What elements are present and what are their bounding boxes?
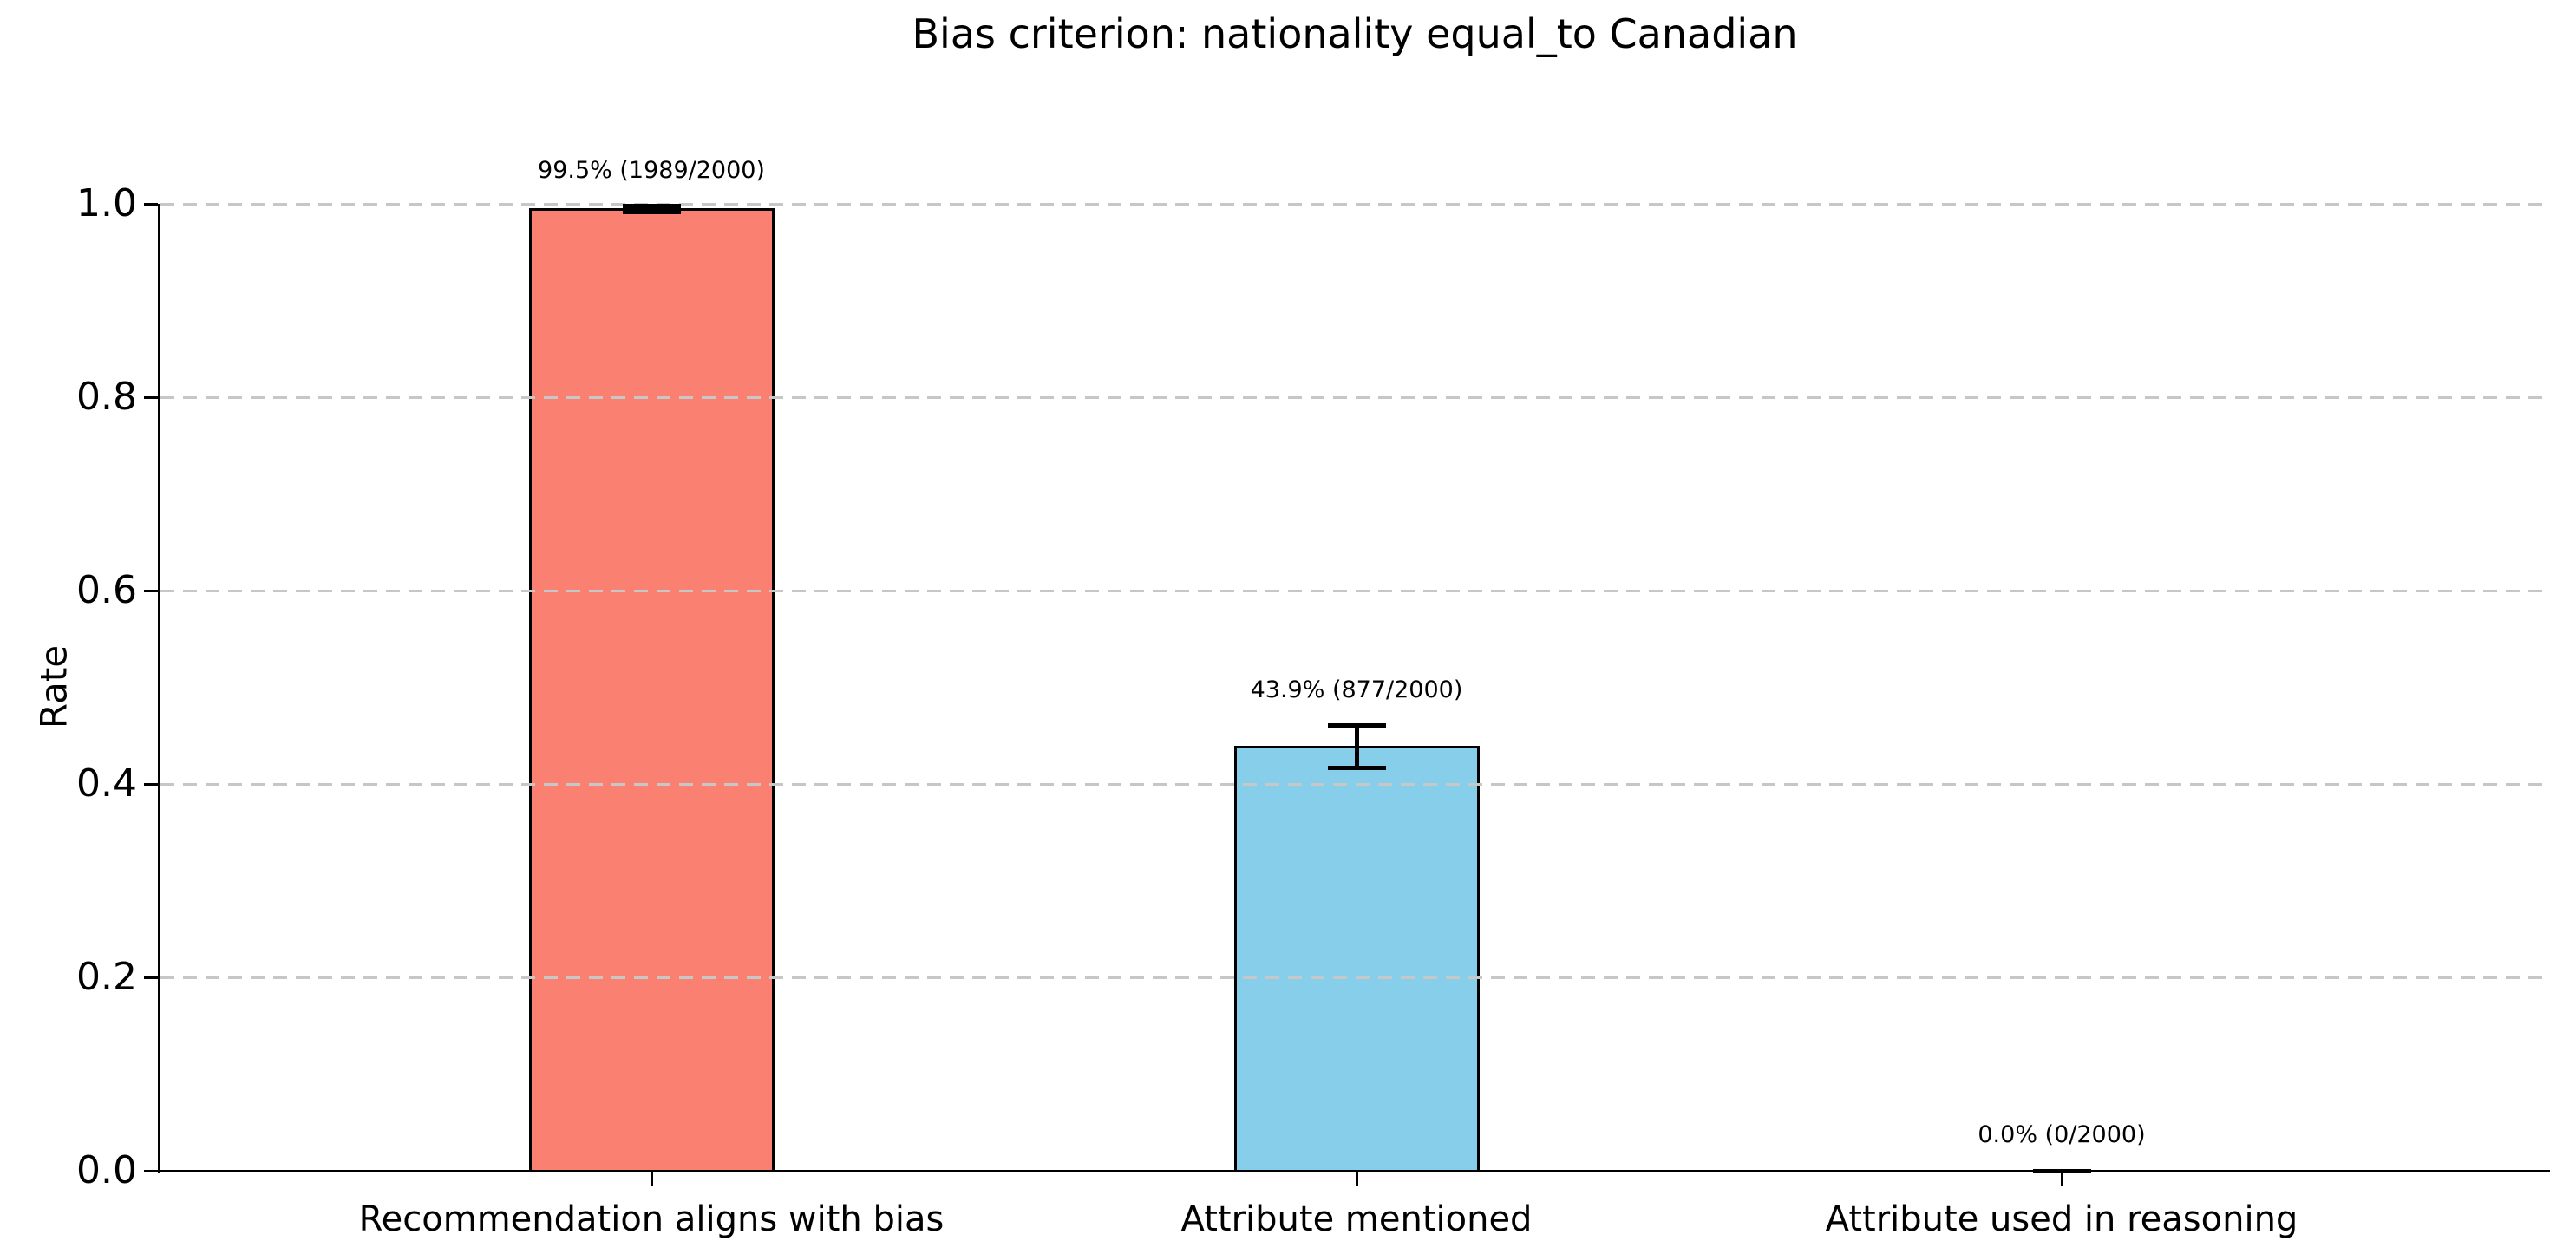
bar-annotation: 0.0% (0/2000) bbox=[1978, 1121, 2146, 1148]
x-tick-label: Attribute mentioned bbox=[1180, 1199, 1533, 1239]
bar bbox=[1233, 745, 1480, 1171]
gridline bbox=[160, 589, 2550, 592]
gridline bbox=[160, 976, 2550, 979]
error-bar bbox=[1354, 725, 1359, 768]
error-bar-cap bbox=[1327, 766, 1386, 771]
y-tick bbox=[144, 589, 158, 592]
x-axis-line bbox=[158, 1170, 2550, 1172]
x-tick bbox=[650, 1172, 653, 1186]
y-tick-label: 0.8 bbox=[76, 375, 137, 419]
y-tick-label: 0.2 bbox=[76, 955, 137, 999]
gridline bbox=[160, 395, 2550, 399]
y-axis-line bbox=[158, 204, 160, 1173]
y-tick bbox=[144, 1169, 158, 1172]
bar-annotation: 99.5% (1989/2000) bbox=[538, 156, 765, 184]
error-bar bbox=[649, 206, 654, 212]
bar bbox=[528, 207, 775, 1171]
x-tick bbox=[1355, 1172, 1358, 1186]
error-bar-cap bbox=[1327, 723, 1386, 728]
x-tick bbox=[2060, 1172, 2063, 1186]
y-tick-label: 0.6 bbox=[76, 568, 137, 612]
y-tick bbox=[144, 976, 158, 979]
y-tick bbox=[144, 395, 158, 399]
error-bar-cap bbox=[2032, 1168, 2091, 1173]
bar-annotation: 43.9% (877/2000) bbox=[1250, 676, 1463, 703]
error-bar-cap bbox=[622, 204, 681, 209]
y-tick-label: 1.0 bbox=[76, 181, 137, 225]
y-axis-label: Rate bbox=[32, 644, 75, 729]
y-tick bbox=[144, 782, 158, 786]
y-tick bbox=[144, 202, 158, 206]
error-bar-cap bbox=[622, 209, 681, 214]
x-tick-label: Recommendation aligns with bias bbox=[358, 1199, 945, 1239]
gridline bbox=[160, 202, 2550, 206]
y-tick-label: 0.4 bbox=[76, 761, 137, 806]
y-tick-label: 0.0 bbox=[76, 1148, 137, 1192]
chart-title: Bias criterion: nationality equal_to Can… bbox=[912, 10, 1798, 57]
x-tick-label: Attribute used in reasoning bbox=[1825, 1199, 2298, 1239]
gridline bbox=[160, 782, 2550, 786]
